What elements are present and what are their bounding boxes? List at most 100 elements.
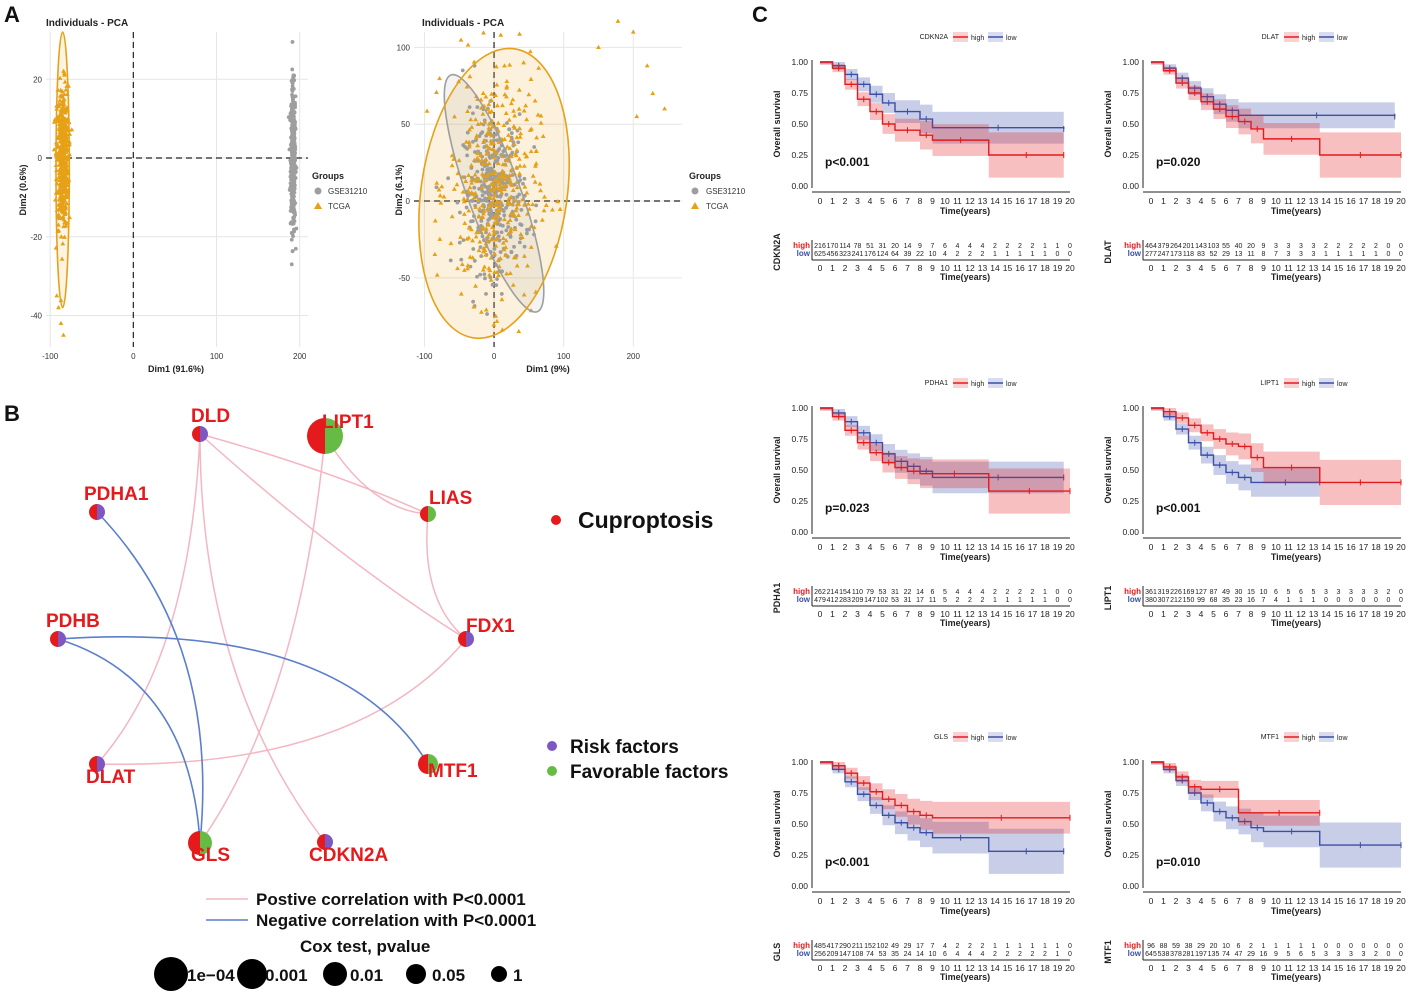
pca1-point-gse — [290, 119, 295, 124]
km-risk-high-val: 6 — [1299, 589, 1303, 596]
km-ytick: 0.50 — [791, 465, 808, 475]
km-risk-low-val: 22 — [916, 251, 924, 258]
km-risk-xtick: 19 — [1384, 263, 1394, 273]
km-pvalue: p=0.020 — [1156, 155, 1201, 169]
km-risk-xtick: 15 — [1334, 609, 1344, 619]
km-xtick: 1 — [830, 896, 835, 906]
pca2-legend-title: Groups — [689, 171, 721, 181]
km-risk-xtick: 16 — [1346, 963, 1356, 973]
km-ytick: 0.50 — [1122, 119, 1139, 129]
pca2-point-gse — [475, 274, 479, 279]
km-xtick: 7 — [905, 196, 910, 206]
pca1-point-tcga — [59, 256, 65, 261]
pca2-point-gse — [448, 258, 453, 263]
km-risk-high-val: 31 — [879, 243, 887, 250]
pca1-point-tcga — [64, 125, 69, 130]
km-risk-high-val: 0 — [1056, 589, 1060, 596]
pca1-xtick-0: -100 — [42, 352, 59, 361]
km-risk-xtick: 8 — [918, 263, 923, 273]
km-risk-high-val: 2 — [1349, 243, 1353, 250]
km-risk-low-val: 241 — [852, 251, 864, 258]
pca1-point-gse — [289, 237, 294, 242]
pca2-xtick-2: 100 — [557, 352, 571, 361]
km-risk-high-val: 96 — [1147, 943, 1155, 950]
km-risk-xtick: 8 — [918, 609, 923, 619]
km-risk-low-val: 5 — [943, 597, 947, 604]
pca2-point-gse — [434, 185, 439, 190]
km-xtick: 2 — [843, 196, 848, 206]
edge-dld-cdkn2a — [199, 433, 326, 843]
pca1-xtick-3: 200 — [293, 352, 307, 361]
km-risk-high-val: 6 — [1274, 589, 1278, 596]
pca1-point-tcga — [63, 87, 69, 92]
km-risk-high-val: 3 — [1337, 589, 1341, 596]
km-risk-low-val: 4 — [943, 251, 947, 258]
km-xtick: 20 — [1065, 196, 1075, 206]
km-risk-low-val: 147 — [839, 951, 851, 958]
km-xtick: 19 — [1384, 542, 1394, 552]
km-risk-xtick: 18 — [1371, 609, 1381, 619]
km-risk-high-val: 5 — [1312, 589, 1316, 596]
km-risk-high-val: 9 — [918, 243, 922, 250]
km-ylabel: Overall survival — [1103, 790, 1113, 857]
km-risk-low-val: 6 — [943, 951, 947, 958]
km-risk-xtick: 15 — [1334, 963, 1344, 973]
km-risk-high-val: 2 — [1387, 589, 1391, 596]
km-risk-low-val: 0 — [1399, 597, 1403, 604]
km-pvalue: p<0.001 — [1156, 501, 1201, 515]
km-xtick: 14 — [1321, 542, 1331, 552]
km-risk-low-val: 2 — [1043, 951, 1047, 958]
km-risk-high-val: 1 — [1018, 943, 1022, 950]
km-risk-low-val: 2 — [968, 251, 972, 258]
legend-favorable: Favorable factors — [570, 762, 728, 783]
km-risk-high-val: 3 — [1299, 243, 1303, 250]
size-key-1 — [491, 966, 507, 982]
km-risk-xtick: 7 — [905, 263, 910, 273]
km-risk-high-val: 211 — [852, 943, 863, 950]
km-risk-high-val: 2 — [1362, 243, 1366, 250]
km-risk-xtick: 2 — [843, 963, 848, 973]
node-label-lipt1: LIPT1 — [322, 412, 374, 433]
km-risk-xtick: 14 — [1321, 263, 1331, 273]
km-risk-low-val: 479 — [814, 597, 826, 604]
pca2-xtick-3: 200 — [627, 352, 641, 361]
panel-b-label: B — [4, 401, 20, 426]
km-xtick: 18 — [1040, 896, 1050, 906]
km-risk-high-val: 2 — [1324, 243, 1328, 250]
pca2-ylabel: Dim2 (6.1%) — [394, 164, 404, 215]
pca2-point-gse — [459, 257, 464, 262]
km-ytick: 0.75 — [791, 88, 808, 98]
pca1-point-tcga — [61, 102, 67, 107]
km-risk-xtick: 7 — [1236, 963, 1241, 973]
km-risk-high-val: 1 — [1299, 943, 1303, 950]
km-risk-xtick: 8 — [1249, 263, 1254, 273]
km-risk-low-val: 209 — [852, 597, 864, 604]
km-risk-xtick: 19 — [1053, 609, 1063, 619]
pca1-point-tcga-extra — [56, 305, 61, 310]
km-xtick: 9 — [1261, 896, 1266, 906]
km-risk-high-val: 0 — [1068, 943, 1072, 950]
km-risk-high-val: 0 — [1387, 943, 1391, 950]
km-risk-xtick: 17 — [1028, 609, 1038, 619]
pca1-point-gse — [288, 158, 293, 163]
km-risk-low-val: 11 — [929, 597, 936, 604]
km-risk-high-val: 29 — [1197, 943, 1205, 950]
km-risk-low-val: 2 — [1006, 951, 1010, 958]
km-risk-high-val: 2 — [1374, 243, 1378, 250]
pca1-legend-title: Groups — [312, 171, 344, 181]
pca2-ellipse-fill-1 — [418, 48, 570, 339]
pca2-point-gse — [504, 192, 509, 197]
size-label-1e-04: 1e−04 — [187, 966, 235, 985]
km-risk-xtick: 3 — [855, 609, 860, 619]
km-risk-low-val: 83 — [1197, 251, 1205, 258]
pca1-point-gse — [292, 110, 297, 115]
km-xtick: 20 — [1065, 896, 1075, 906]
pca1-point-tcga — [57, 139, 63, 144]
pca1-point-gse — [290, 249, 295, 254]
km-risk-xtick: 1 — [1161, 963, 1166, 973]
km-risk-low-val: 1 — [1031, 251, 1035, 258]
km-xtick: 4 — [1199, 542, 1204, 552]
pca2-point-gse — [494, 283, 499, 288]
km-risk-high-val: 40 — [1235, 243, 1243, 250]
